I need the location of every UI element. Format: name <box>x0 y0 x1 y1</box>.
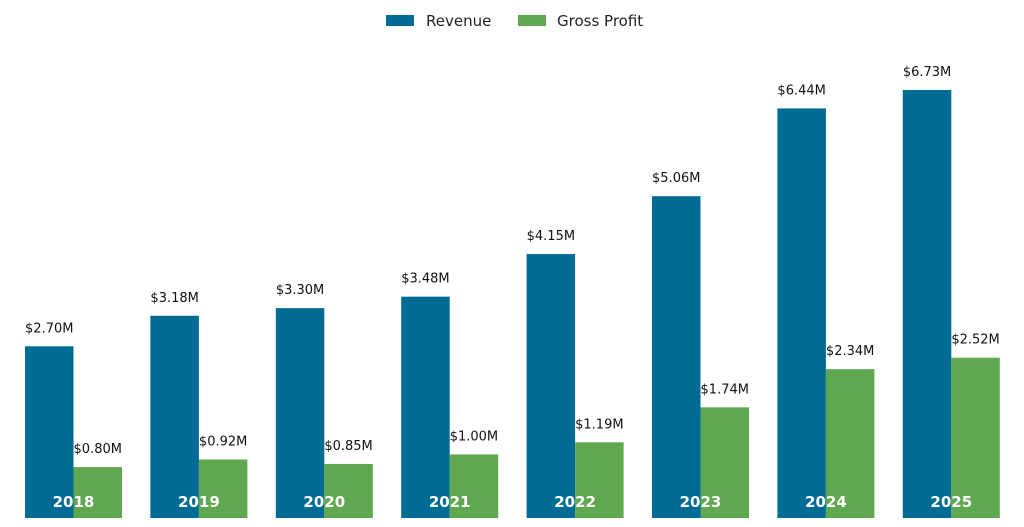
legend: Revenue Gross Profit <box>386 12 643 30</box>
bar-revenue-2021 <box>401 296 450 518</box>
bar-revenue-2024 <box>777 108 826 518</box>
bar-revenue-2022 <box>526 254 576 518</box>
value-label-revenue-2024: $6.44M <box>777 83 825 98</box>
bar-gross-profit-2025 <box>951 357 1000 518</box>
category-label-2025: 2025 <box>930 493 972 511</box>
bar-gross-profit-2023 <box>700 407 749 518</box>
value-label-revenue-2025: $6.73M <box>903 65 951 80</box>
category-labels-group: 2018 2019 2020 2021 2022 2023 2024 2025 <box>53 493 973 511</box>
legend-swatch-revenue <box>386 15 414 26</box>
value-label-revenue-2023: $5.06M <box>652 171 700 186</box>
value-label-revenue-2020: $3.30M <box>276 283 324 298</box>
value-label-gross-profit-2021: $1.00M <box>450 429 498 444</box>
category-label-2020: 2020 <box>303 493 345 511</box>
bars-group <box>25 89 1000 519</box>
category-label-2018: 2018 <box>53 493 95 511</box>
bar-revenue-2020 <box>275 308 325 518</box>
value-label-gross-profit-2024: $2.34M <box>826 344 874 359</box>
value-label-revenue-2022: $4.15M <box>527 229 575 244</box>
value-label-gross-profit-2022: $1.19M <box>575 417 623 432</box>
bar-revenue-2018 <box>25 346 74 518</box>
category-label-2023: 2023 <box>680 493 722 511</box>
value-label-gross-profit-2025: $2.52M <box>951 333 999 348</box>
legend-label-gross-profit: Gross Profit <box>557 12 643 30</box>
bar-gross-profit-2021 <box>449 454 499 518</box>
category-label-2019: 2019 <box>178 493 220 511</box>
category-label-2022: 2022 <box>554 493 596 511</box>
category-label-2024: 2024 <box>805 493 847 511</box>
bar-revenue-2023 <box>652 196 701 518</box>
value-labels-group: $2.70M $0.80M $3.18M $0.92M $3.30M $0.85M $3.4… <box>25 65 1000 457</box>
bar-gross-profit-2020 <box>324 463 373 518</box>
value-label-gross-profit-2019: $0.92M <box>199 434 247 449</box>
bar-gross-profit-2022 <box>575 442 624 518</box>
value-label-gross-profit-2020: $0.85M <box>324 439 372 454</box>
category-label-2021: 2021 <box>429 493 471 511</box>
legend-label-revenue: Revenue <box>426 12 491 30</box>
value-label-gross-profit-2018: $0.80M <box>74 442 122 457</box>
value-label-revenue-2019: $3.18M <box>150 291 198 306</box>
value-label-revenue-2018: $2.70M <box>25 321 73 336</box>
value-label-revenue-2021: $3.48M <box>401 272 449 287</box>
legend-swatch-gross-profit <box>518 15 546 26</box>
bar-gross-profit-2018 <box>73 467 122 518</box>
bar-gross-profit-2024 <box>825 369 875 518</box>
bar-gross-profit-2019 <box>198 459 248 518</box>
bar-revenue-2019 <box>150 315 199 518</box>
value-label-gross-profit-2023: $1.74M <box>701 382 749 397</box>
bar-revenue-2025 <box>902 89 952 519</box>
